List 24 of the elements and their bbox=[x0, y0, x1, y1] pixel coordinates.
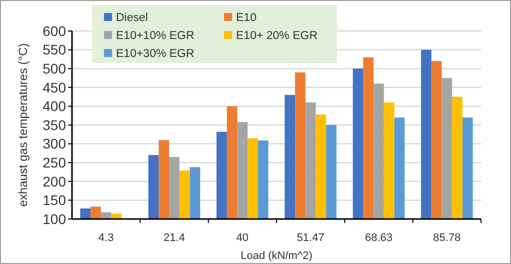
y-tick-label: 600 bbox=[42, 22, 66, 39]
y-tick-label: 300 bbox=[42, 136, 66, 152]
legend-label: E10 bbox=[236, 12, 256, 24]
x-tick-label: 85.78 bbox=[433, 232, 461, 244]
y-tick-label: 400 bbox=[42, 98, 66, 114]
y-tick-label: 500 bbox=[42, 60, 66, 76]
y-tick-label: 550 bbox=[42, 42, 66, 58]
y-tick-label: 450 bbox=[42, 79, 66, 96]
y-axis-title: exhaust gas temperatures (°C) bbox=[16, 43, 30, 207]
x-tick-label: 21.4 bbox=[164, 232, 185, 244]
legend-label: E10+30% EGR bbox=[116, 48, 194, 60]
y-tick-label: 250 bbox=[42, 154, 66, 170]
x-tick-label: 40 bbox=[236, 232, 249, 244]
legend-label: Diesel bbox=[116, 12, 148, 24]
legend-label: E10+ 20% EGR bbox=[236, 30, 318, 42]
y-tick-label: 100 bbox=[42, 210, 66, 227]
x-tick-label: 51.47 bbox=[296, 232, 324, 244]
x-tick-label: 4.3 bbox=[98, 232, 114, 244]
x-tick-label: 68.63 bbox=[364, 232, 393, 244]
y-tick-label: 350 bbox=[42, 116, 66, 133]
legend-label: E10+10% EGR bbox=[116, 30, 194, 42]
y-tick-label: 200 bbox=[42, 173, 66, 190]
y-tick-label: 150 bbox=[42, 192, 66, 208]
x-axis-title: Load (kN/m^2) bbox=[240, 250, 312, 262]
